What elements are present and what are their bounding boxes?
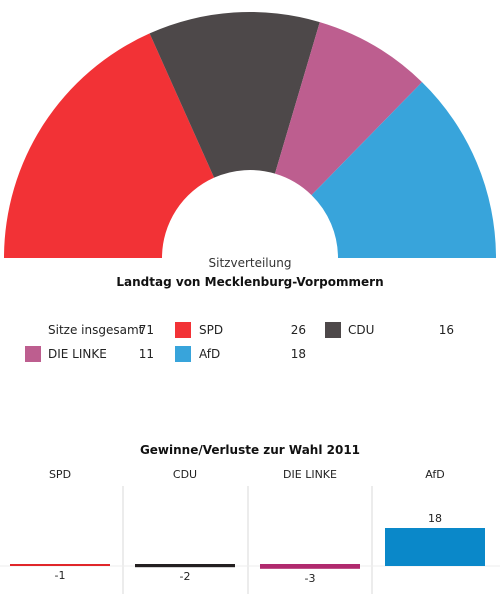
gains-value-label: -3 xyxy=(305,572,316,585)
seat-slice-spd xyxy=(4,33,215,259)
legend-label-linke: DIE LINKE xyxy=(48,347,107,361)
gains-value-label: -1 xyxy=(55,569,66,582)
gains-bar xyxy=(135,564,235,568)
gains-category-label: SPD xyxy=(48,468,72,481)
gains-value-label: 18 xyxy=(428,512,442,525)
legend-total-label: Sitze insgesamt xyxy=(48,323,144,337)
gains-category-label: CDU xyxy=(172,468,198,481)
legend-label-spd: SPD xyxy=(199,323,224,337)
gains-losses-title: Gewinne/Verluste zur Wahl 2011 xyxy=(139,443,361,457)
legend-swatch-spd xyxy=(175,322,191,338)
legend-value-cdu: 16 xyxy=(438,323,454,337)
gains-category-label: AfD xyxy=(425,468,445,481)
seat-slice-afd xyxy=(311,82,496,258)
gains-category-label: DIE LINKE xyxy=(283,468,337,481)
legend-label-cdu: CDU xyxy=(348,323,375,337)
legend-swatch-linke xyxy=(25,346,41,362)
seat-slice-linke xyxy=(274,22,423,196)
gains-bar xyxy=(260,564,360,569)
legend-total-value: 71 xyxy=(138,323,154,337)
gains-bar xyxy=(385,528,485,566)
legend-swatch-cdu xyxy=(325,322,341,338)
legend-value-spd: 26 xyxy=(290,323,306,337)
seat-slice-cdu xyxy=(149,12,320,178)
legend-value-afd: 18 xyxy=(290,347,306,361)
gains-value-label: -2 xyxy=(180,570,191,583)
legend-label-afd: AfD xyxy=(199,347,221,361)
chart-title: Landtag von Mecklenburg-Vorpommern xyxy=(116,275,384,289)
gains-bar xyxy=(10,564,110,566)
legend-value-linke: 11 xyxy=(138,347,154,361)
legend-swatch-afd xyxy=(175,346,191,362)
seat-distribution-chart xyxy=(4,12,496,259)
chart-subtitle: Sitzverteilung xyxy=(208,256,292,270)
